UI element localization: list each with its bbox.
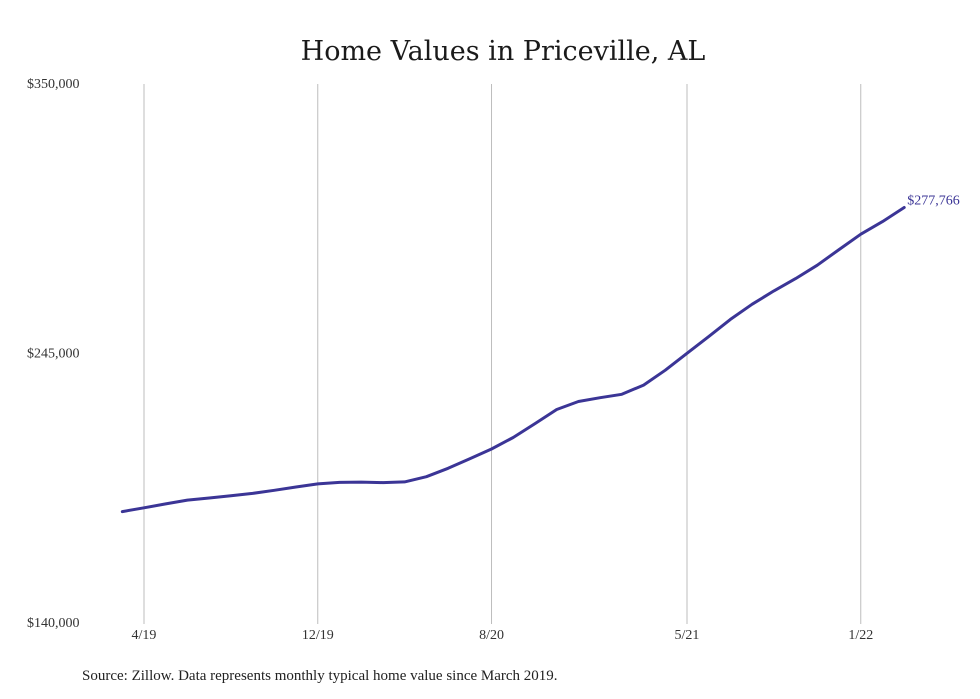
- y-tick-label-1: $245,000: [27, 347, 80, 362]
- y-axis-ticks: $350,000 $245,000 $140,000: [27, 77, 80, 631]
- source-note: Source: Zillow. Data represents monthly …: [82, 668, 558, 684]
- x-tick-label-1: 12/19: [302, 628, 334, 643]
- gridlines: [143, 84, 862, 624]
- x-tick-label-3: 5/21: [675, 628, 700, 643]
- x-tick-label-4: 1/22: [848, 628, 873, 643]
- x-axis-ticks: 4/19 12/19 8/20 5/21 1/22: [132, 628, 874, 643]
- end-value-label: $277,766: [907, 193, 960, 208]
- y-tick-label-2: $140,000: [27, 616, 80, 631]
- y-tick-label-0: $350,000: [27, 77, 80, 92]
- series-layer: $277,766: [120, 193, 960, 514]
- x-tick-label-2: 8/20: [479, 628, 504, 643]
- series-line: [120, 206, 906, 514]
- x-tick-label-0: 4/19: [132, 628, 157, 643]
- chart-title: Home Values in Priceville, AL: [301, 36, 706, 67]
